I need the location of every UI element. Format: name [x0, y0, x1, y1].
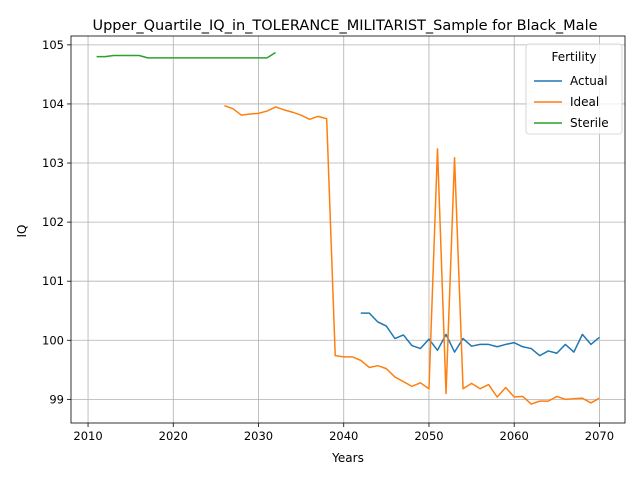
- legend-label-ideal: Ideal: [570, 95, 599, 109]
- y-tick-label: 99: [49, 392, 64, 406]
- legend-label-actual: Actual: [570, 74, 608, 88]
- series-layer: [96, 51, 600, 405]
- y-axis-label: IQ: [15, 225, 29, 238]
- series-line-actual: [360, 312, 600, 357]
- x-tick-label: 2070: [585, 429, 614, 443]
- chart-title: Upper_Quartile_IQ_in_TOLERANCE_MILITARIS…: [92, 18, 597, 34]
- y-tick-label: 104: [42, 97, 64, 111]
- x-tick-label: 2030: [244, 429, 273, 443]
- y-tick-label: 102: [42, 215, 64, 229]
- series-line-sterile: [96, 51, 276, 59]
- legend-box: [525, 43, 623, 135]
- y-tick-label: 103: [42, 156, 64, 170]
- x-tick-label: 2060: [500, 429, 529, 443]
- x-axis-label: Years: [331, 451, 364, 465]
- x-tick-label: 2010: [73, 429, 102, 443]
- plot-frame: [70, 35, 626, 424]
- legend-title: Fertility: [551, 50, 596, 64]
- legend-label-sterile: Sterile: [570, 116, 609, 130]
- x-tick-label: 2040: [329, 429, 358, 443]
- y-tick-label: 100: [42, 333, 64, 347]
- grid: [71, 36, 625, 423]
- legend: Fertility Actual Ideal Sterile: [525, 43, 623, 135]
- x-tick-label: 2020: [159, 429, 188, 443]
- y-tick-label: 105: [42, 38, 64, 52]
- y-tick-label: 101: [42, 274, 64, 288]
- x-axis-ticks: 2010 2020 2030 2040 2050 2060 2070: [73, 423, 614, 443]
- y-axis-ticks: 99 100 101 102 103 104 105: [42, 38, 71, 406]
- x-tick-label: 2050: [414, 429, 443, 443]
- series-line-ideal: [224, 105, 600, 405]
